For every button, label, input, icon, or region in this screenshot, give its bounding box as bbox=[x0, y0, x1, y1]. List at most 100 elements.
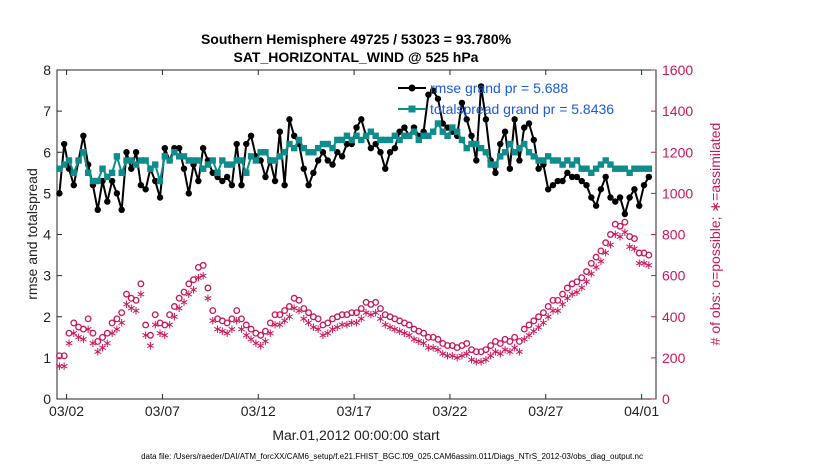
obs-assimilated-marker: ∗ bbox=[586, 266, 596, 280]
obs-assimilated-marker: ∗ bbox=[141, 328, 151, 342]
obs-assimilated-marker: ∗ bbox=[102, 336, 112, 350]
totalspread-marker bbox=[554, 157, 561, 164]
obs-possible-marker bbox=[65, 329, 73, 337]
y2-axis-label: # of obs: o=possible; ∗=assimilated bbox=[707, 123, 723, 346]
totalspread-marker bbox=[429, 128, 437, 135]
totalspread-marker bbox=[626, 169, 633, 177]
obs-assimilated-marker: ∗ bbox=[313, 322, 323, 336]
obs-assimilated-marker: ∗ bbox=[366, 307, 376, 321]
obs-possible-marker bbox=[233, 307, 241, 315]
rmse-marker bbox=[324, 157, 331, 164]
totalspread-marker bbox=[348, 136, 355, 144]
obs-assimilated-marker: ∗ bbox=[375, 312, 385, 326]
obs-assimilated-marker: ∗ bbox=[447, 349, 457, 363]
rmse-marker bbox=[247, 132, 255, 139]
rmse-marker bbox=[559, 177, 566, 185]
obs-assimilated-marker: ∗ bbox=[160, 328, 170, 342]
y-axis-label: rmse and totalspread bbox=[24, 168, 40, 300]
obs-assimilated-marker: ∗ bbox=[596, 254, 606, 268]
rmse-marker bbox=[492, 169, 499, 177]
totalspread-marker bbox=[382, 136, 389, 144]
obs-assimilated-marker: ∗ bbox=[54, 359, 64, 373]
totalspread-marker bbox=[305, 149, 312, 156]
totalspread-marker bbox=[108, 169, 116, 177]
totalspread-marker bbox=[516, 144, 523, 152]
obs-possible-marker bbox=[242, 321, 250, 329]
obs-assimilated-marker: ∗ bbox=[145, 338, 155, 352]
totalspread-marker bbox=[156, 177, 164, 185]
obs-assimilated-marker: ∗ bbox=[371, 305, 381, 319]
rmse-marker bbox=[640, 181, 648, 189]
totalspread-marker bbox=[434, 120, 442, 127]
obs-possible-marker bbox=[357, 305, 365, 312]
totalspread-marker bbox=[621, 165, 629, 172]
obs-assimilated-marker: ∗ bbox=[198, 268, 208, 282]
obs-assimilated-marker: ∗ bbox=[423, 340, 433, 354]
rmse-marker bbox=[156, 194, 164, 201]
totalspread-marker bbox=[324, 140, 331, 148]
obs-assimilated-marker: ∗ bbox=[284, 309, 294, 323]
obs-assimilated-marker: ∗ bbox=[629, 242, 639, 256]
rmse-marker bbox=[636, 202, 643, 209]
y2-tick-label: 400 bbox=[662, 309, 686, 325]
obs-assimilated-marker: ∗ bbox=[562, 291, 572, 305]
totalspread-marker bbox=[477, 144, 485, 152]
obs-possible-marker bbox=[525, 321, 533, 329]
totalspread-marker bbox=[286, 140, 293, 148]
totalspread-marker bbox=[65, 157, 73, 164]
rmse-marker bbox=[329, 161, 336, 168]
x-tick-label: 03/07 bbox=[145, 403, 180, 419]
rmse-marker bbox=[607, 194, 614, 201]
rmse-marker bbox=[80, 132, 87, 139]
rmse-marker bbox=[482, 116, 490, 123]
obs-possible-marker bbox=[444, 342, 451, 349]
totalspread-marker bbox=[544, 153, 552, 160]
totalspread-marker bbox=[420, 132, 427, 139]
rmse-marker bbox=[142, 186, 149, 193]
y-tick-label: 1 bbox=[43, 350, 51, 366]
totalspread-marker bbox=[104, 173, 111, 181]
obs-possible-marker bbox=[70, 319, 78, 327]
obs-assimilated-marker: ∗ bbox=[615, 229, 625, 243]
obs-possible-marker bbox=[578, 274, 586, 282]
obs-possible-marker bbox=[137, 280, 145, 288]
obs-possible-marker bbox=[166, 311, 174, 319]
obs-assimilated-marker: ∗ bbox=[136, 287, 146, 301]
totalspread-marker bbox=[84, 169, 92, 177]
totalspread-marker bbox=[631, 165, 638, 172]
totalspread-marker bbox=[262, 149, 269, 156]
totalspread-marker bbox=[271, 157, 279, 164]
obs-assimilated-marker: ∗ bbox=[328, 322, 338, 336]
obs-assimilated-marker: ∗ bbox=[380, 318, 390, 332]
totalspread-marker bbox=[602, 157, 609, 164]
rmse-marker bbox=[602, 173, 609, 181]
totalspread-marker bbox=[636, 165, 643, 172]
totalspread-marker bbox=[453, 128, 461, 135]
obs-assimilated-marker: ∗ bbox=[404, 328, 414, 342]
rmse-marker bbox=[554, 177, 561, 185]
obs-possible-marker bbox=[592, 253, 600, 261]
obs-assimilated-marker: ∗ bbox=[270, 318, 280, 332]
rmse-marker bbox=[386, 149, 394, 156]
rmse-marker bbox=[223, 173, 231, 181]
totalspread-marker bbox=[463, 144, 470, 152]
y2-tick-label: 600 bbox=[662, 268, 686, 284]
obs-assimilated-marker: ∗ bbox=[553, 303, 563, 317]
obs-possible-marker bbox=[549, 296, 557, 304]
obs-assimilated-marker: ∗ bbox=[232, 314, 242, 328]
obs-assimilated-marker: ∗ bbox=[280, 314, 290, 328]
totalspread-marker bbox=[75, 157, 82, 164]
obs-possible-marker bbox=[597, 247, 605, 255]
obs-assimilated-marker: ∗ bbox=[299, 312, 309, 326]
y-tick-label: 2 bbox=[43, 309, 51, 325]
totalspread-marker bbox=[487, 161, 494, 168]
rmse-marker bbox=[137, 181, 145, 189]
obs-assimilated-marker: ∗ bbox=[260, 334, 270, 348]
obs-assimilated-marker: ∗ bbox=[538, 316, 548, 330]
obs-possible-marker bbox=[377, 305, 384, 312]
totalspread-marker bbox=[497, 153, 504, 160]
obs-assimilated-marker: ∗ bbox=[529, 324, 539, 338]
totalspread-marker bbox=[257, 149, 264, 156]
obs-possible-marker bbox=[482, 346, 490, 354]
